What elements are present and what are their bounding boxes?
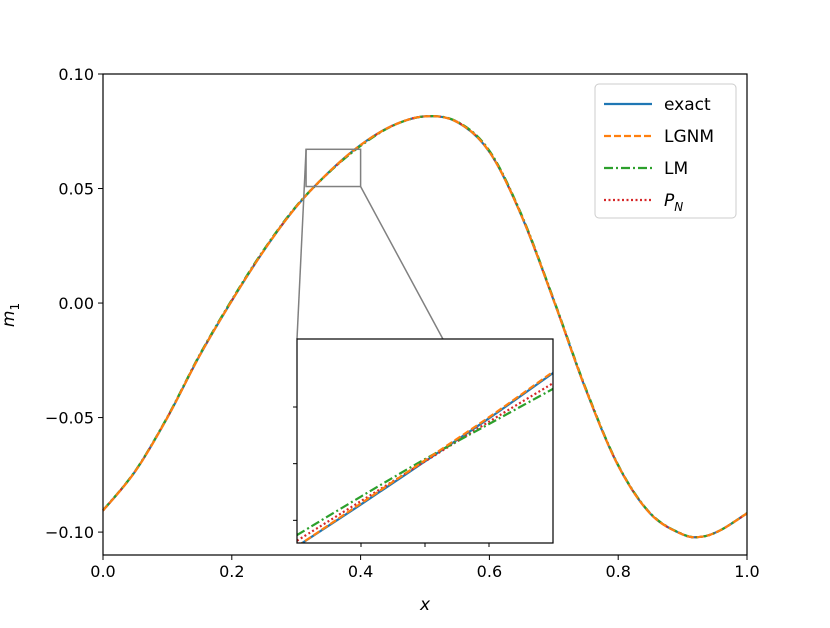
zoom-connector-left — [296, 149, 307, 340]
x-tick-label: 0.2 — [219, 562, 244, 581]
inset-axes — [293, 338, 554, 547]
y-tick-label: 0.05 — [58, 180, 94, 199]
y-axis-label-main: m — [0, 311, 19, 328]
legend-label-subscript: N — [674, 200, 683, 214]
x-tick-label: 0.4 — [348, 562, 373, 581]
inset-series-line-p-n — [297, 382, 553, 542]
legend-label-main: P — [664, 191, 675, 211]
y-tick-label: −0.10 — [45, 523, 94, 542]
x-tick-label: 0.6 — [477, 562, 502, 581]
legend-label-3: LM — [664, 159, 688, 179]
legend-label-4: PN — [664, 191, 683, 214]
y-tick-label: −0.05 — [45, 409, 94, 428]
x-tick-label: 0.0 — [90, 562, 115, 581]
plot-frame — [102, 73, 748, 556]
x-tick-label: 1.0 — [734, 562, 759, 581]
main-series-group — [102, 115, 748, 539]
inset-series-group — [297, 370, 553, 543]
zoom-box — [305, 148, 362, 188]
y-tick-label: 0.10 — [58, 65, 94, 84]
series-line-lgnm — [102, 115, 748, 539]
y-tick-label: 0.00 — [58, 294, 94, 313]
legend: exact LGNM LM PN — [594, 83, 737, 219]
y-axis-label: m1 — [0, 303, 22, 327]
x-axis-label: x — [419, 595, 431, 615]
x-axis: 0.0 0.2 0.4 0.6 0.8 1.0 — [90, 555, 760, 581]
inset-series-line-lgnm — [300, 370, 553, 543]
legend-label-2: LGNM — [664, 127, 714, 147]
x-tick-label: 0.8 — [605, 562, 630, 581]
inset-background — [297, 339, 553, 543]
legend-label-1: exact — [664, 95, 711, 115]
y-axis-label-subscript: 1 — [8, 303, 22, 311]
y-axis: −0.10 −0.05 0.00 0.05 0.10 — [45, 65, 103, 542]
legend-box — [594, 83, 737, 219]
